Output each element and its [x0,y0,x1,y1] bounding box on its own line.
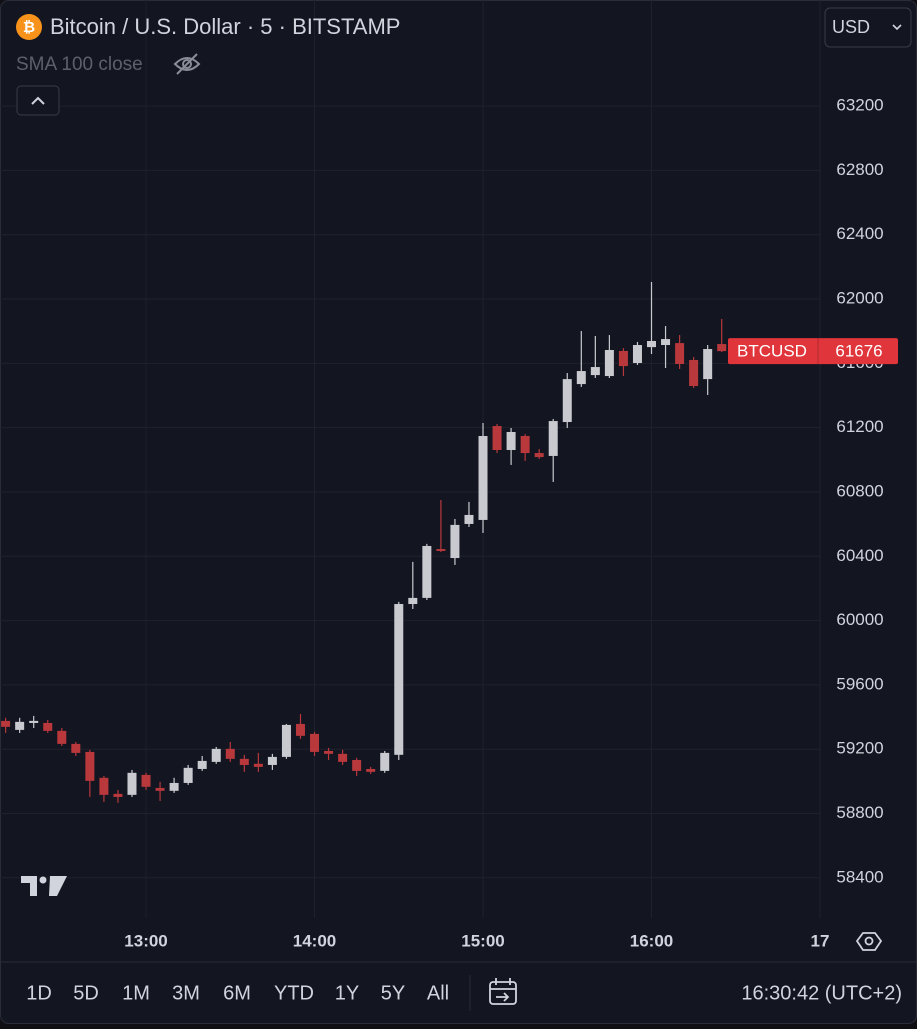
candle-body [338,753,348,762]
candle-body [618,350,628,367]
x-tick-label: 15:00 [461,931,504,950]
candle-body [590,367,600,376]
candle-body [661,339,671,346]
candle-body [113,793,123,797]
range-button[interactable]: 1M [122,982,150,1004]
coin-icon-glyph: ₿ [23,19,35,36]
candle-body [647,340,657,348]
y-tick-label: 63200 [836,96,883,115]
price-tag-name: BTCUSD [737,342,807,361]
collapse-icon [31,96,45,105]
candle-body [225,748,235,759]
candle-body [492,426,502,450]
candle-body [562,379,572,423]
candle-body [310,733,320,752]
y-tick-label: 58400 [836,867,883,886]
candle-body [183,767,193,783]
y-tick-label: 60800 [836,481,883,500]
y-tick-label: 62400 [836,224,883,243]
candle-body [85,751,95,781]
candle-body [29,720,39,723]
indicator-label: SMA 100 close [16,54,143,75]
chart-title: Bitcoin / U.S. Dollar · 5 · BITSTAMP [50,14,400,39]
candle-body [239,758,249,765]
coin-icon [16,14,42,40]
clock: 16:30:42 (UTC+2) [741,982,902,1004]
candle-body [57,730,67,744]
date-range-icon[interactable] [489,978,517,1005]
candle-body [127,772,137,795]
currency-label: USD [832,17,870,37]
candle-body [632,345,642,364]
y-tick-label: 60400 [836,546,883,565]
candle-body [352,759,362,771]
candle-body [43,722,53,731]
candle-body [169,782,179,791]
range-button[interactable]: 5D [73,982,99,1004]
candle-body [422,545,432,598]
x-tick-label: 17 [811,931,830,950]
y-tick-label: 59200 [836,739,883,758]
candle-body [576,371,586,385]
x-tick-label: 13:00 [124,931,167,950]
candle-body [281,724,291,757]
candle-body [520,436,530,454]
collapse-button[interactable] [16,85,60,116]
candle-body [436,549,446,551]
y-tick-label: 58800 [836,803,883,822]
price-tag-value: 61676 [835,342,882,361]
candle-body [380,752,390,771]
candle-body [464,514,474,524]
candle-body [394,604,404,755]
hide-icon[interactable] [173,53,201,75]
range-button[interactable]: 1D [26,982,52,1004]
candle-body [1,720,11,727]
candle-body [675,343,685,364]
settings-icon[interactable] [855,932,883,951]
candle-body [548,421,558,456]
candle-body [534,453,544,458]
y-tick-label: 62000 [836,289,883,308]
candle-body [99,777,109,795]
x-tick-label: 14:00 [293,931,336,950]
candle-body [408,597,418,605]
candle-body [478,436,488,520]
range-button[interactable]: 6M [223,982,251,1004]
candle-body [253,763,263,767]
candle-body [604,349,614,377]
y-tick-label: 60000 [836,610,883,629]
y-tick-label: 61200 [836,417,883,436]
candle-body [450,524,460,559]
y-tick-label: 62800 [836,160,883,179]
currency-select[interactable] [824,7,912,48]
range-buttons: 1D 5D 1M 3M 6M YTD 1Y 5Y All [26,982,449,1004]
candle-body [717,344,727,352]
tradingview-logo [21,876,67,896]
candle-body [324,750,334,754]
range-button[interactable]: YTD [274,982,314,1004]
x-tick-label: 16:00 [630,931,673,950]
candle-body [197,760,207,769]
y-tick-label: 59600 [836,674,883,693]
candle-body [506,431,516,450]
candle-body [703,349,713,380]
candle-body [15,721,25,730]
currency-caret [892,24,902,31]
price-tag [728,338,898,365]
candle-body [155,787,165,791]
candle-body [366,768,376,772]
candle-body [689,359,699,387]
candle-body [295,723,305,736]
candle-body [71,743,81,753]
range-button[interactable]: All [427,982,449,1004]
range-button[interactable]: 1Y [335,982,359,1004]
range-button[interactable]: 5Y [381,982,405,1004]
candle-body [267,756,277,765]
candle-body [211,748,221,762]
candle-body [141,774,151,787]
range-button[interactable]: 3M [172,982,200,1004]
